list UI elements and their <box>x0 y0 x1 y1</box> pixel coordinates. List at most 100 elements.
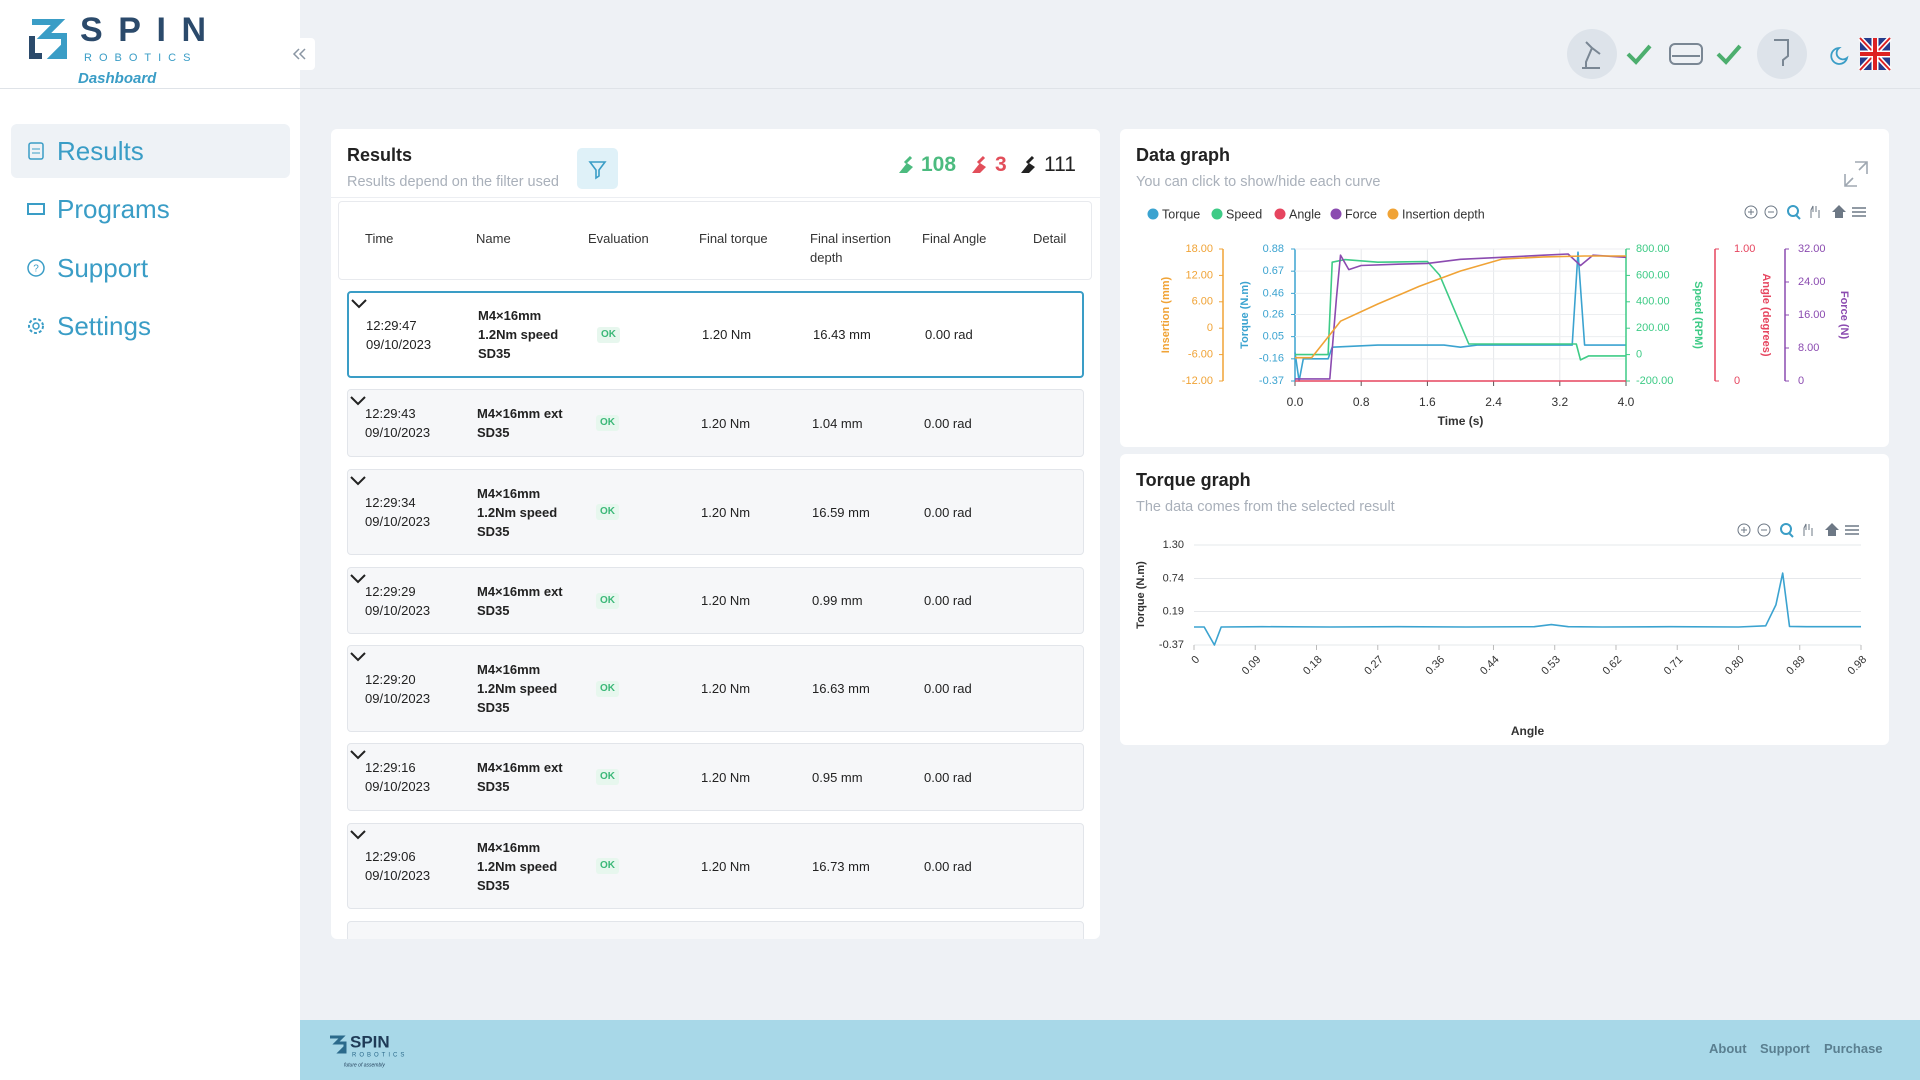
ok-icon <box>899 155 913 173</box>
final-depth: 16.63 mm <box>812 681 870 696</box>
legend-item[interactable]: Angle <box>1274 207 1322 221</box>
result-row[interactable]: 12:29:20 09/10/2023 M4×16mm 1.2Nm speed SD… <box>347 645 1084 732</box>
nav-item[interactable]: Settings <box>11 299 290 353</box>
chevron <box>350 750 366 760</box>
toolbar-button[interactable] <box>1825 523 1839 536</box>
total-count: 111 <box>1044 153 1076 176</box>
detail-toggle[interactable] <box>348 744 368 764</box>
toolbar-glyph <box>1748 209 1754 215</box>
nav-item[interactable]: ? Support <box>11 241 290 295</box>
value-cell: 16.73 mm <box>812 824 870 908</box>
toolbar-button[interactable] <box>1803 523 1813 536</box>
legend-item[interactable]: Torque <box>1147 207 1201 221</box>
result-row <box>347 921 1084 939</box>
drive-status[interactable] <box>1669 43 1703 65</box>
y-tick-label: 0.26 <box>1263 308 1284 320</box>
toolbar-button[interactable] <box>1852 207 1866 217</box>
footer-brand-sub: ROBOTICS <box>352 1053 407 1059</box>
toolbar-button[interactable] <box>1764 205 1778 219</box>
time: 12:29:34 <box>365 495 416 510</box>
program-name: M4×16mm 1.2Nm speed SD35 <box>477 662 558 715</box>
program-name: M4×16mm ext SD35 <box>477 406 563 440</box>
final-torque: 1.20 Nm <box>701 769 751 785</box>
toolbar-button[interactable] <box>1757 523 1771 537</box>
robot-status[interactable] <box>1567 29 1617 79</box>
final-angle: 0.00 rad <box>924 593 972 608</box>
y-tick-label: 600.00 <box>1636 269 1670 281</box>
chevron <box>350 476 366 486</box>
data-graph: 0.0 0.8 1.6 2.4 3.2 4.0 Time (s) 0.88 0.67 0.46 0.… <box>1147 161 1868 428</box>
y-tick-label: 0.67 <box>1263 265 1284 277</box>
footer-logo: SPIN ROBOTICS future of assembly <box>330 1034 407 1068</box>
toolbar-button[interactable] <box>1832 205 1846 218</box>
detail-toggle[interactable] <box>349 293 369 313</box>
evaluation-badge: OK <box>596 592 619 609</box>
x-tick-label: 1.6 <box>1419 395 1436 409</box>
y-tick-label: 0.88 <box>1263 243 1284 255</box>
column-header: Evaluation <box>588 231 649 246</box>
result-row[interactable]: 12:29:47 09/10/2023 M4×16mm 1.2Nm speed SD… <box>347 291 1084 378</box>
x-tick-label: 0.18 <box>1301 654 1325 678</box>
nok-count: 3 <box>995 153 1007 176</box>
x-tick-label: 2.4 <box>1485 395 1502 409</box>
toolbar-button[interactable] <box>1744 205 1758 219</box>
logo-icon <box>32 19 67 59</box>
date: 09/10/2023 <box>366 336 432 352</box>
torque-line <box>1194 572 1861 646</box>
date: 09/10/2023 <box>365 868 431 883</box>
toolbar-button[interactable] <box>1780 523 1792 535</box>
column-header: Detail <box>1033 231 1067 246</box>
tool-status[interactable] <box>1757 29 1807 79</box>
series-line <box>1295 253 1627 380</box>
y-tick-label: -200.00 <box>1636 375 1673 387</box>
nav-item[interactable]: Programs <box>11 182 290 236</box>
y-tick-label: -0.37 <box>1159 639 1184 651</box>
toolbar-button[interactable] <box>1787 205 1799 217</box>
result-row[interactable]: 12:29:43 09/10/2023 M4×16mm ext SD35 OK 1.20… <box>347 389 1084 457</box>
detail-toggle[interactable] <box>348 568 368 588</box>
footer-link[interactable]: Support <box>1760 1041 1810 1056</box>
nav-icon <box>27 203 45 215</box>
y-tick-label: 0 <box>1734 375 1740 387</box>
x-tick-label: 0 <box>1189 654 1202 667</box>
y-axis-title: Speed (RPM) <box>1692 281 1704 349</box>
result-row[interactable]: 12:29:29 09/10/2023 M4×16mm ext SD35 OK 1.20… <box>347 567 1084 634</box>
dashboard-label: Dashboard <box>78 70 157 87</box>
detail-toggle[interactable] <box>348 646 368 666</box>
expand-button[interactable] <box>1844 161 1868 187</box>
logo: SPIN ROBOTICS <box>29 16 206 64</box>
language-flag[interactable] <box>1858 36 1892 72</box>
legend-item[interactable]: Force <box>1330 207 1378 221</box>
y-tick-label: 800.00 <box>1636 243 1670 255</box>
value-cell: 1.20 Nm <box>701 390 750 456</box>
evaluation-badge: OK <box>596 415 619 431</box>
nav-item[interactable]: Results <box>11 124 290 178</box>
nok-icon <box>972 155 986 173</box>
name-cell: M4×16mm 1.2Nm speed SD35 <box>477 470 573 554</box>
detail-toggle[interactable] <box>348 824 368 844</box>
chevron <box>350 652 366 662</box>
legend-item[interactable]: Speed <box>1211 207 1263 221</box>
time-cell: 12:29:06 09/10/2023 <box>365 824 430 908</box>
y-tick-label: 0.74 <box>1163 572 1184 584</box>
toolbar-button[interactable] <box>1845 525 1859 535</box>
toolbar-button[interactable] <box>1737 523 1751 537</box>
collapse-button[interactable] <box>285 38 315 70</box>
x-tick-label: 4.0 <box>1618 395 1635 409</box>
detail-toggle[interactable] <box>348 470 368 490</box>
result-row[interactable]: 12:29:06 09/10/2023 M4×16mm 1.2Nm speed SD… <box>347 823 1084 909</box>
toolbar-glyph <box>1795 214 1801 220</box>
result-row[interactable]: 12:29:16 09/10/2023 M4×16mm ext SD35 OK 1.20… <box>347 743 1084 811</box>
evaluation-cell: OK <box>596 744 619 810</box>
filter-button[interactable] <box>577 148 618 189</box>
theme-toggle[interactable] <box>1830 47 1849 65</box>
legend-label: Speed <box>1226 207 1262 221</box>
data-graph-card: Data graph You can click to show/hide ea… <box>1120 129 1889 447</box>
footer-link[interactable]: About <box>1709 1041 1747 1056</box>
footer-link[interactable]: Purchase <box>1824 1041 1883 1056</box>
y-tick-label: -6.00 <box>1188 349 1213 361</box>
detail-toggle[interactable] <box>348 390 368 410</box>
legend-item[interactable]: Insertion depth <box>1387 207 1485 221</box>
result-row[interactable]: 12:29:34 09/10/2023 M4×16mm 1.2Nm speed SD… <box>347 469 1084 555</box>
toolbar-button[interactable] <box>1810 205 1820 218</box>
